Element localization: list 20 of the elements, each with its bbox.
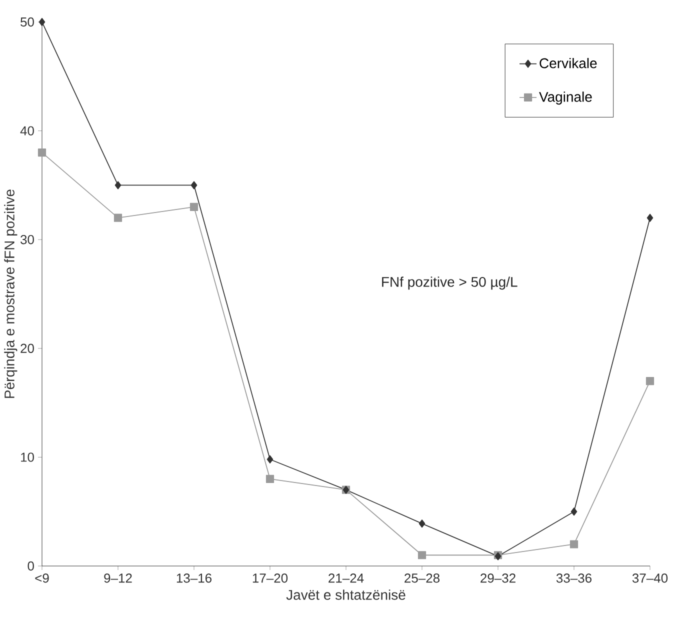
legend-label: Cervikale — [540, 58, 597, 68]
x-tick-label: 29–32 — [480, 574, 516, 583]
x-axis-title: Javët e shtatzënisë — [286, 590, 406, 600]
y-tick-label: 10 — [21, 452, 34, 462]
x-tick-label: 9–12 — [104, 574, 132, 583]
y-tick-label: 40 — [20, 126, 34, 136]
x-tick-label: 25–28 — [404, 574, 440, 583]
y-tick-label: 50 — [20, 17, 34, 27]
x-tick-label: 37–40 — [632, 574, 668, 583]
x-tick-label: 13–16 — [176, 574, 212, 583]
y-tick-label: 30 — [20, 234, 34, 244]
x-tick-label: 33–36 — [556, 574, 592, 583]
x-tick-label: <9 — [35, 574, 49, 583]
legend-label: Vaginale — [539, 92, 592, 105]
y-tick-label: 20 — [20, 344, 34, 353]
annotation: FNf pozitive > 50 µg/L — [382, 276, 518, 290]
y-tick-label: 0 — [28, 561, 34, 571]
y-axis-title: Përqindja e mostrave fFN pozitive — [4, 190, 18, 398]
x-tick-label: 17–20 — [252, 574, 288, 583]
x-tick-label: 21–24 — [328, 574, 364, 583]
